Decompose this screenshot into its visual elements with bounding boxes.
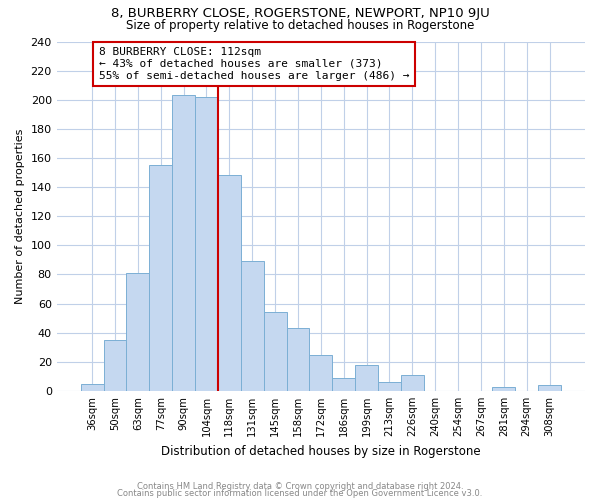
Bar — [195, 97, 218, 391]
Bar — [241, 262, 263, 391]
Bar — [287, 328, 310, 391]
Bar — [355, 364, 378, 391]
Bar — [218, 176, 241, 391]
Y-axis label: Number of detached properties: Number of detached properties — [15, 128, 25, 304]
Bar — [310, 354, 332, 391]
Bar — [493, 386, 515, 391]
Text: Contains HM Land Registry data © Crown copyright and database right 2024.: Contains HM Land Registry data © Crown c… — [137, 482, 463, 491]
Bar — [149, 166, 172, 391]
Bar — [80, 384, 104, 391]
Bar — [172, 96, 195, 391]
Text: Contains public sector information licensed under the Open Government Licence v3: Contains public sector information licen… — [118, 489, 482, 498]
Bar — [104, 340, 127, 391]
Text: 8, BURBERRY CLOSE, ROGERSTONE, NEWPORT, NP10 9JU: 8, BURBERRY CLOSE, ROGERSTONE, NEWPORT, … — [110, 8, 490, 20]
Bar — [332, 378, 355, 391]
Text: 8 BURBERRY CLOSE: 112sqm
← 43% of detached houses are smaller (373)
55% of semi-: 8 BURBERRY CLOSE: 112sqm ← 43% of detach… — [99, 48, 409, 80]
Bar — [127, 273, 149, 391]
X-axis label: Distribution of detached houses by size in Rogerstone: Distribution of detached houses by size … — [161, 444, 481, 458]
Text: Size of property relative to detached houses in Rogerstone: Size of property relative to detached ho… — [126, 19, 474, 32]
Bar — [378, 382, 401, 391]
Bar — [263, 312, 287, 391]
Bar — [538, 385, 561, 391]
Bar — [401, 375, 424, 391]
